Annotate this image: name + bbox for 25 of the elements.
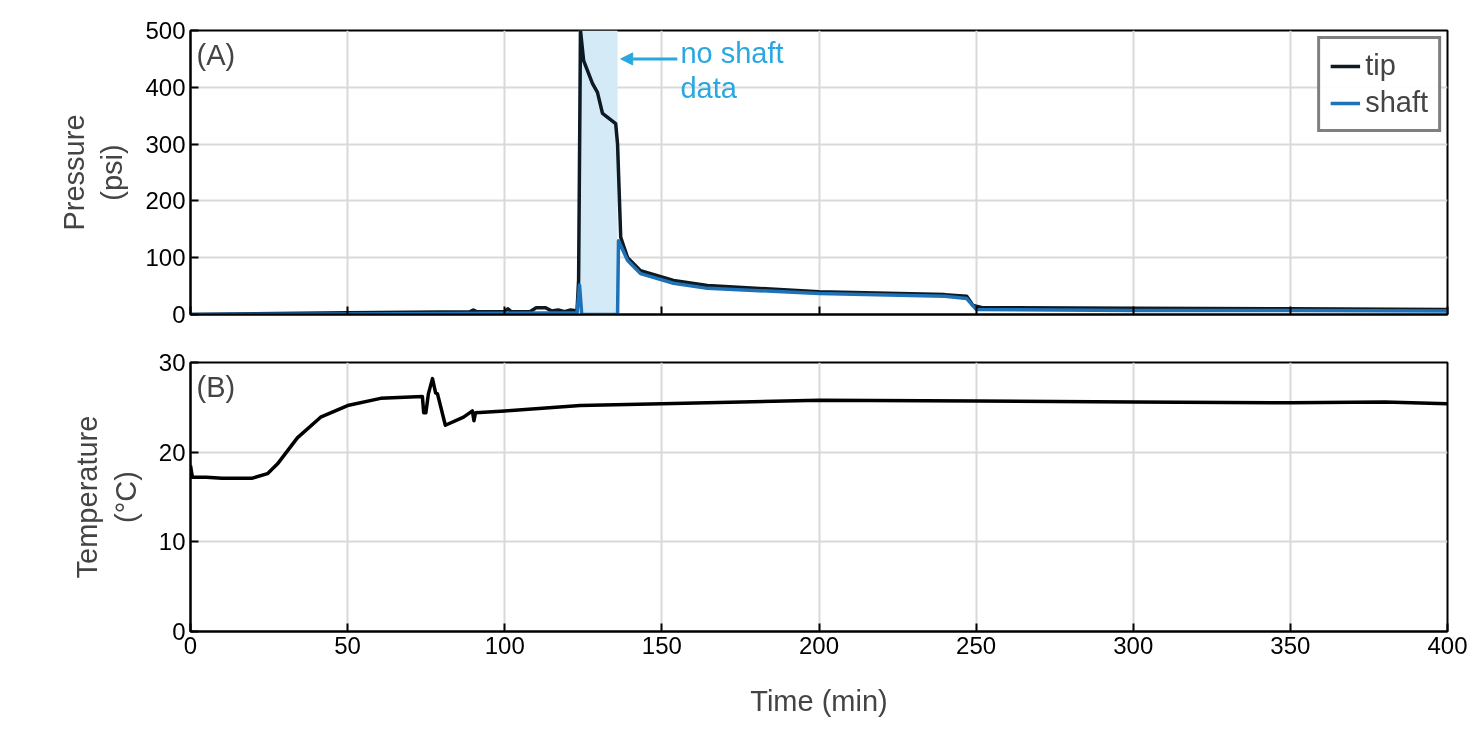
y-tick-label: 30 [158, 349, 186, 376]
band-label: no shaft data [680, 36, 784, 104]
x-tick-label: 350 [1270, 631, 1311, 659]
x-tick-label: 300 [1113, 631, 1154, 659]
y-tick-label: 400 [145, 73, 186, 101]
y-tick-label: 20 [158, 438, 186, 466]
y-tick-label: 0 [172, 301, 186, 328]
annotation: (A) [196, 38, 236, 71]
y-axis-title: Temperature (°C) [71, 415, 142, 579]
y-axis-title: Pressure (psi) [58, 114, 129, 231]
x-tick-label: 150 [641, 631, 682, 659]
y-tick-label: 500 [145, 17, 186, 44]
y-tick-label: 100 [145, 244, 186, 272]
y-tick-label: 10 [158, 528, 186, 556]
legend-label: tip [1365, 49, 1396, 82]
x-axis-title: Time (min) [750, 684, 888, 717]
y-tick-label: 300 [145, 130, 186, 158]
x-tick-label: 200 [798, 631, 840, 659]
x-tick-label: 400 [1427, 631, 1468, 659]
y-tick-label: 200 [145, 187, 186, 215]
x-tick-label: 100 [484, 631, 525, 659]
x-tick-label: 250 [956, 631, 997, 659]
legend-label: shaft [1365, 86, 1428, 119]
x-tick-label: 50 [334, 631, 361, 659]
annotation: (B) [196, 370, 236, 403]
